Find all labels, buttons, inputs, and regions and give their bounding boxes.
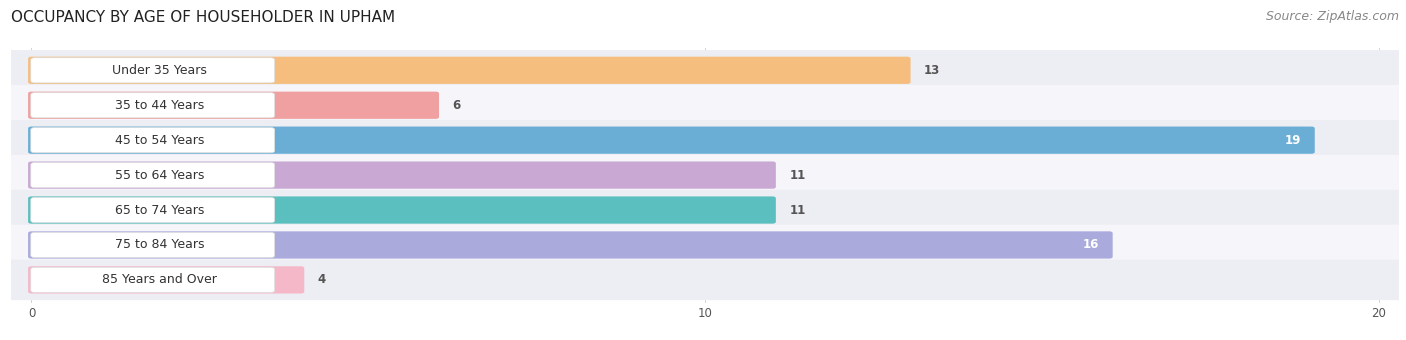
FancyBboxPatch shape xyxy=(28,162,776,189)
Text: 11: 11 xyxy=(789,169,806,182)
FancyBboxPatch shape xyxy=(31,267,274,292)
FancyBboxPatch shape xyxy=(31,232,274,257)
FancyBboxPatch shape xyxy=(28,266,304,293)
Text: 75 to 84 Years: 75 to 84 Years xyxy=(115,238,204,252)
FancyBboxPatch shape xyxy=(6,85,1405,125)
FancyBboxPatch shape xyxy=(28,57,911,84)
FancyBboxPatch shape xyxy=(31,163,274,188)
FancyBboxPatch shape xyxy=(6,155,1405,196)
Text: 35 to 44 Years: 35 to 44 Years xyxy=(115,99,204,112)
Text: 6: 6 xyxy=(453,99,461,112)
Text: 13: 13 xyxy=(924,64,941,77)
FancyBboxPatch shape xyxy=(6,260,1405,300)
FancyBboxPatch shape xyxy=(28,91,439,119)
Text: Source: ZipAtlas.com: Source: ZipAtlas.com xyxy=(1265,10,1399,23)
FancyBboxPatch shape xyxy=(28,197,776,224)
FancyBboxPatch shape xyxy=(6,225,1405,265)
Text: 85 Years and Over: 85 Years and Over xyxy=(103,273,217,286)
Text: 55 to 64 Years: 55 to 64 Years xyxy=(115,169,204,182)
Text: 16: 16 xyxy=(1083,238,1099,252)
FancyBboxPatch shape xyxy=(6,120,1405,160)
Text: OCCUPANCY BY AGE OF HOUSEHOLDER IN UPHAM: OCCUPANCY BY AGE OF HOUSEHOLDER IN UPHAM xyxy=(11,10,395,25)
Text: Under 35 Years: Under 35 Years xyxy=(112,64,207,77)
FancyBboxPatch shape xyxy=(31,128,274,153)
Text: 11: 11 xyxy=(789,204,806,217)
FancyBboxPatch shape xyxy=(31,198,274,223)
FancyBboxPatch shape xyxy=(28,126,1315,154)
FancyBboxPatch shape xyxy=(31,58,274,83)
Text: 19: 19 xyxy=(1285,134,1302,147)
Text: 45 to 54 Years: 45 to 54 Years xyxy=(115,134,204,147)
FancyBboxPatch shape xyxy=(6,190,1405,230)
FancyBboxPatch shape xyxy=(31,93,274,118)
FancyBboxPatch shape xyxy=(6,50,1405,90)
Text: 65 to 74 Years: 65 to 74 Years xyxy=(115,204,204,217)
Text: 4: 4 xyxy=(318,273,326,286)
FancyBboxPatch shape xyxy=(28,231,1112,259)
